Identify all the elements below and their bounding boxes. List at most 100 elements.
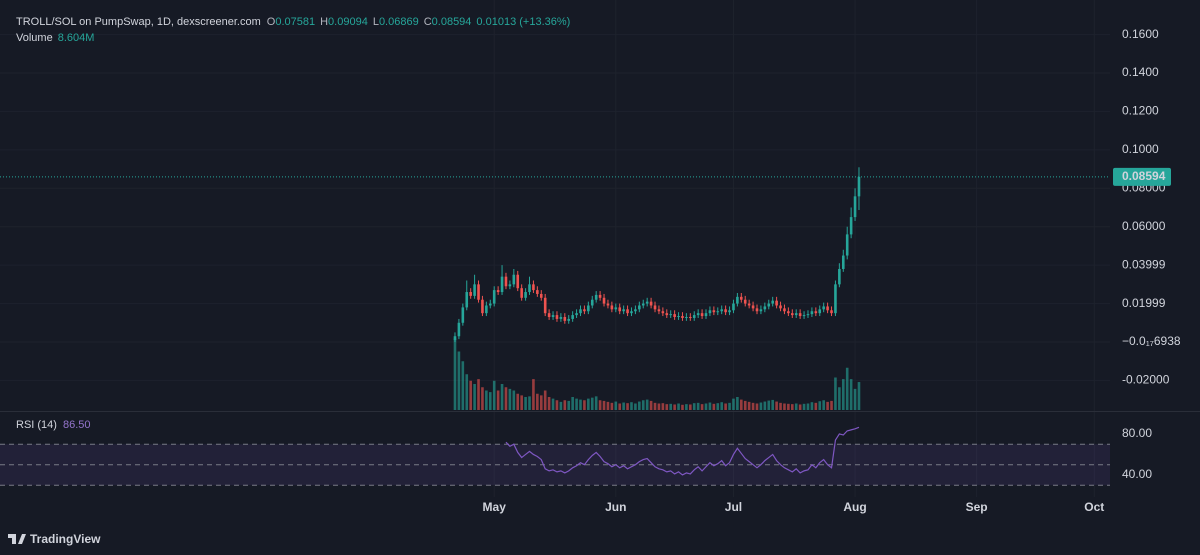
y-tick-label: 0.1000 bbox=[1122, 142, 1159, 156]
candle-body bbox=[826, 306, 829, 311]
volume-bar bbox=[563, 400, 567, 410]
volume-bar bbox=[465, 374, 469, 410]
candle-body bbox=[477, 284, 480, 300]
candle-body bbox=[834, 284, 837, 314]
volume-bar bbox=[775, 401, 778, 410]
volume-bar bbox=[500, 384, 504, 410]
volume-bar bbox=[634, 403, 637, 410]
candle-body bbox=[810, 311, 814, 315]
candle-body bbox=[638, 305, 641, 310]
candle-body bbox=[708, 310, 712, 314]
volume-bar bbox=[528, 396, 531, 410]
volume-bar bbox=[547, 397, 551, 410]
candle-body bbox=[465, 292, 469, 308]
candle-body bbox=[587, 305, 590, 312]
volume-bar bbox=[481, 387, 484, 410]
volume-bar bbox=[571, 397, 574, 410]
candle-body bbox=[563, 317, 567, 321]
candle-body bbox=[543, 297, 547, 314]
candle-body bbox=[641, 303, 645, 306]
volume-bar bbox=[681, 404, 684, 410]
volume-bar bbox=[641, 400, 645, 410]
volume-bar bbox=[496, 390, 500, 410]
volume-bar bbox=[594, 396, 598, 410]
volume-bar bbox=[755, 403, 759, 410]
volume-bar bbox=[822, 400, 825, 410]
volume-bar bbox=[704, 403, 708, 410]
legend-header: TROLL/SOL on PumpSwap, 1D, dexscreener.c… bbox=[16, 16, 570, 28]
candle-body bbox=[492, 290, 496, 304]
candle-body bbox=[551, 315, 555, 318]
volume-bar bbox=[763, 401, 767, 410]
candle-body bbox=[579, 309, 582, 314]
volume-name: Volume bbox=[16, 32, 53, 44]
volume-bar bbox=[767, 400, 771, 410]
volume-bar bbox=[583, 400, 586, 410]
candle-body bbox=[822, 306, 825, 310]
x-tick-label: May bbox=[483, 500, 507, 514]
volume-bar bbox=[653, 402, 657, 410]
volume-bar bbox=[696, 402, 700, 410]
volume-bar bbox=[575, 398, 578, 410]
candle-body bbox=[649, 301, 653, 306]
volume-bar bbox=[555, 400, 559, 410]
candle-body bbox=[539, 293, 543, 298]
candle-body bbox=[583, 309, 586, 312]
volume-bar bbox=[841, 379, 845, 410]
volume-bar bbox=[677, 403, 680, 410]
volume-bar bbox=[857, 382, 861, 410]
volume-bar bbox=[806, 403, 810, 410]
candle-body bbox=[857, 176, 861, 197]
low-value: 0.06869 bbox=[379, 16, 419, 28]
candle-body bbox=[685, 317, 688, 319]
volume-bar bbox=[461, 361, 465, 410]
volume-bar bbox=[473, 384, 476, 410]
candle-body bbox=[457, 322, 461, 337]
candle-body bbox=[622, 309, 625, 312]
volume-bar bbox=[630, 402, 633, 410]
volume-bar bbox=[740, 399, 743, 410]
candle-body bbox=[575, 313, 578, 316]
last-price-label: 0.08594 bbox=[1122, 169, 1166, 183]
candle-body bbox=[469, 292, 472, 296]
candle-body bbox=[736, 296, 739, 304]
candle-body bbox=[555, 315, 559, 319]
volume-bar bbox=[826, 401, 829, 410]
candle-body bbox=[500, 276, 504, 293]
volume-legend: Volume 8.604M bbox=[16, 32, 94, 44]
candle-body bbox=[787, 311, 790, 314]
volume-bar bbox=[759, 402, 763, 410]
candle-body bbox=[755, 308, 759, 312]
volume-bar bbox=[771, 399, 774, 410]
candle-body bbox=[626, 309, 629, 314]
ohlc-label: C bbox=[424, 16, 432, 28]
rsi-tick-label: 40.00 bbox=[1122, 467, 1152, 481]
volume-bar bbox=[712, 403, 716, 410]
volume-bar bbox=[794, 403, 798, 410]
candle-body bbox=[485, 305, 488, 314]
y-tick-label: 0.06000 bbox=[1122, 219, 1166, 233]
x-tick-label: Oct bbox=[1084, 500, 1104, 514]
candle-body bbox=[681, 316, 684, 318]
volume-bar bbox=[853, 388, 857, 410]
volume-bar bbox=[736, 397, 739, 410]
candle-body bbox=[657, 309, 661, 312]
volume-bar bbox=[504, 387, 508, 410]
candle-body bbox=[559, 317, 563, 319]
volume-bar bbox=[798, 404, 802, 410]
rsi-line bbox=[505, 426, 860, 476]
volume-bar bbox=[512, 390, 516, 410]
candle-body bbox=[669, 314, 673, 316]
candle-body bbox=[775, 300, 778, 306]
ohlc-label: L bbox=[373, 16, 379, 28]
volume-bar bbox=[469, 380, 472, 410]
candle-body bbox=[692, 315, 696, 318]
candle-body bbox=[453, 336, 457, 341]
volume-bar bbox=[700, 404, 704, 410]
volume-bar bbox=[689, 404, 692, 410]
volume-bar bbox=[485, 390, 488, 410]
y-tick-label: 0.1600 bbox=[1122, 27, 1159, 41]
grid bbox=[0, 443, 1110, 486]
candle-body bbox=[610, 305, 614, 310]
